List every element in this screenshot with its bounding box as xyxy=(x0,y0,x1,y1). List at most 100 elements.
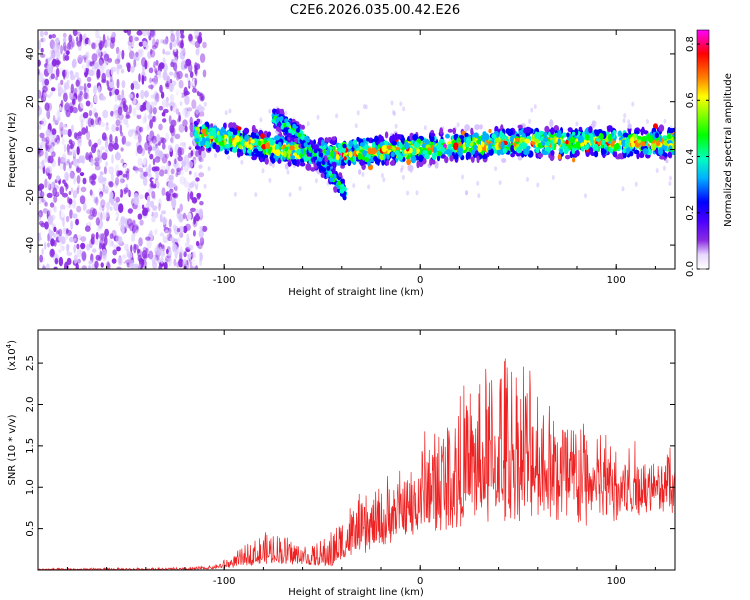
spectrogram-band-blob xyxy=(310,167,316,172)
spectrogram-noise-blob xyxy=(87,219,91,226)
spectrogram-noise-blob xyxy=(134,130,139,136)
spectrogram-noise-blob xyxy=(151,146,157,151)
spectrogram-noise-blob xyxy=(47,62,52,69)
spectrogram-noise-blob xyxy=(93,94,99,104)
spectrogram-noise-blob xyxy=(75,36,79,42)
spectrogram-band-blob xyxy=(564,146,569,154)
spectrogram-noise-blob xyxy=(84,56,87,63)
spectrogram-band-blob xyxy=(588,126,593,134)
spectrogram-faint-blob xyxy=(362,104,366,109)
spectrogram-noise-blob xyxy=(148,67,154,74)
spectrogram-noise-blob xyxy=(185,58,192,67)
spectrogram-noise-blob xyxy=(180,41,184,49)
spectrogram-noise-blob xyxy=(160,91,165,99)
spectrogram-noise-blob xyxy=(120,216,126,226)
spectrogram-noise-blob xyxy=(151,211,154,217)
spectrogram-noise-blob xyxy=(193,159,197,165)
spectrogram-faint-blob xyxy=(627,119,631,125)
spectrogram-noise-blob xyxy=(169,39,173,50)
spectrogram-band-blob xyxy=(265,142,271,150)
spectrogram-noise-blob xyxy=(73,132,78,139)
spectrogram-branch-blob xyxy=(288,128,293,134)
spectrogram-band-blob xyxy=(633,149,640,155)
spectrogram-band-blob xyxy=(581,146,585,152)
spectrogram-noise-blob xyxy=(104,228,109,237)
spectrogram-band-blob xyxy=(293,144,299,150)
spectrogram-noise-blob xyxy=(114,58,121,65)
spectrogram-band-blob xyxy=(343,156,347,161)
spectrogram-noise-blob xyxy=(162,181,168,186)
spectrogram-noise-blob xyxy=(178,114,181,122)
spectrogram-noise-blob xyxy=(168,189,174,194)
spectrogram-noise-blob xyxy=(47,146,50,153)
spectrogram-band-blob xyxy=(445,148,451,155)
spectrogram-noise-blob xyxy=(146,238,152,249)
spectrogram-faint-blob xyxy=(622,118,626,124)
spectrogram-band-blob xyxy=(215,144,221,153)
spectrogram-branch-blob xyxy=(326,165,331,171)
spectrogram-noise-blob xyxy=(64,261,69,269)
spectrogram-band-blob xyxy=(405,154,411,160)
spectrogram-noise-blob xyxy=(101,152,108,161)
spectrogram-noise-blob xyxy=(44,221,49,230)
spectrogram-noise-blob xyxy=(96,68,101,79)
spectrogram-noise-blob xyxy=(165,36,169,45)
spectrogram-noise-blob xyxy=(105,261,108,268)
spectrogram-noise-blob xyxy=(142,40,148,48)
colorbar-label: Normalized spectral amplitude xyxy=(723,73,734,227)
spectrogram-noise-blob xyxy=(163,261,168,269)
spectrogram-noise-blob xyxy=(170,168,175,175)
spectrogram-band-blob xyxy=(566,132,570,138)
spectrogram-noise-blob xyxy=(162,48,165,55)
spectrogram-band-blob xyxy=(544,125,550,133)
spectrogram-band-blob xyxy=(589,147,594,155)
spectrogram-noise-blob xyxy=(111,31,115,38)
spectrogram-noise-blob xyxy=(130,65,135,73)
spectrogram-noise-blob xyxy=(99,250,103,260)
spectrogram-noise-blob xyxy=(60,204,66,211)
spectrogram-band-blob xyxy=(515,137,520,142)
spectrogram-band-blob xyxy=(488,142,492,151)
spectrogram-branch-blob xyxy=(342,195,347,201)
spectrogram-noise-blob xyxy=(123,163,128,172)
spectrogram-noise-blob xyxy=(139,257,142,265)
spectrogram-band-blob xyxy=(430,132,436,137)
spectrogram-noise-blob xyxy=(105,125,110,131)
spectrogram-noise-blob xyxy=(99,171,104,176)
spectrogram-noise-blob xyxy=(68,191,72,195)
spectrogram-noise-blob xyxy=(143,90,149,98)
spectrogram-noise-blob xyxy=(90,157,94,167)
spectrogram-noise-blob xyxy=(147,113,153,120)
spectrogram-noise-blob xyxy=(133,224,139,233)
spectrogram-noise-blob xyxy=(85,125,89,134)
spectrogram-noise-blob xyxy=(45,139,50,150)
spectrogram-branch-blob xyxy=(284,118,289,124)
spectrogram-noise-blob xyxy=(98,150,103,157)
spectrogram-noise-blob xyxy=(75,262,79,269)
spectrogram-faint-blob xyxy=(530,107,534,113)
spectrogram-noise-blob xyxy=(86,76,92,82)
spectrogram-noise-blob xyxy=(74,219,79,225)
spectrogram-band-blob xyxy=(494,137,501,143)
spectrogram-band-blob xyxy=(371,147,377,155)
spectrogram-noise-blob xyxy=(60,99,64,108)
spectrogram-noise-blob xyxy=(137,48,143,54)
spectrogram-noise-blob xyxy=(81,155,86,165)
spectrogram-noise-blob xyxy=(193,171,198,180)
spectrogram-band-blob xyxy=(597,140,603,145)
spectrogram-noise-blob xyxy=(42,85,48,93)
spectrogram-noise-blob xyxy=(176,70,183,80)
spectrogram-noise-blob xyxy=(146,123,150,131)
spectrogram-noise-blob xyxy=(62,226,67,233)
spectrogram-noise-blob xyxy=(148,84,154,90)
spectrogram-noise-blob xyxy=(97,149,101,158)
spectrogram-faint-blob xyxy=(399,167,403,173)
spectrogram-noise-blob xyxy=(82,202,87,212)
spectrogram-noise-blob xyxy=(44,242,47,250)
spectrogram-noise-blob xyxy=(169,93,175,104)
spectrogram-noise-blob xyxy=(110,68,114,76)
spectrogram-noise-blob xyxy=(164,51,171,56)
spectrogram-noise-blob xyxy=(168,218,172,228)
spectrogram-noise-blob xyxy=(93,196,98,204)
